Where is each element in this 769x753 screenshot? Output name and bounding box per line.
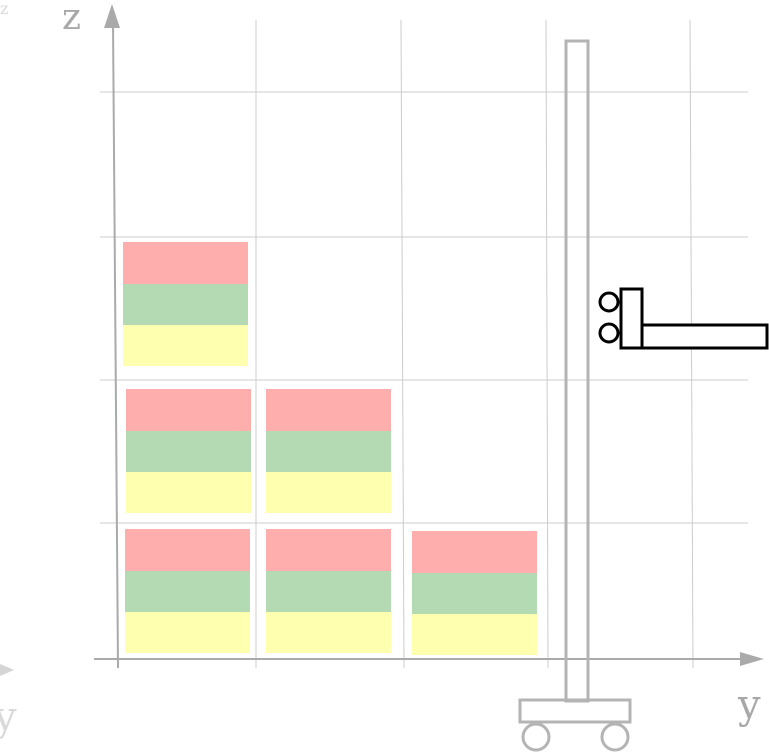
crate-band-middle [125,571,250,612]
box-stack [123,242,537,655]
z-axis-label: z [62,0,81,38]
y-axis-label: y [737,682,761,728]
crate-band-bottom [123,325,248,366]
crate-band-top [412,531,537,573]
base-wheel-right [600,722,630,752]
mast-column [564,39,590,703]
crate-band-middle [266,571,391,612]
faint-axis-arrow [0,664,14,676]
crate-band-top [125,529,250,571]
fork-carriage [598,287,769,350]
fork-tine [640,323,769,350]
grid-line-v2 [400,19,405,669]
grid [100,19,748,669]
crate-band-bottom [266,472,391,513]
carriage-roller-bottom [598,322,620,344]
mast-base [518,698,632,724]
z-axis-arrow [104,4,120,28]
y-axis-arrow [740,652,764,666]
faint-z-label: z [0,0,8,18]
crate-band-middle [266,431,391,472]
crate-bottom-row-2 [266,529,391,653]
faint-y-label: y [0,694,17,740]
fork-carriage-plate [619,287,644,350]
crate-band-bottom [125,612,250,653]
axes [0,4,764,676]
z-axis-line [112,21,119,669]
crate-band-bottom [126,472,251,513]
crate-middle-row-1 [126,389,251,513]
crate-band-bottom [412,614,537,655]
crate-band-top [266,529,391,571]
crate-band-middle [412,573,537,614]
crate-band-top [123,242,248,284]
crate-band-middle [126,431,251,472]
crate-band-bottom [266,612,391,653]
crate-top-row-1 [123,242,248,366]
carriage-roller-top [598,291,620,313]
crate-middle-row-2 [266,389,391,513]
crate-band-middle [123,284,248,325]
lift-mast [518,39,632,752]
crate-bottom-row-1 [125,529,250,653]
base-wheel-left [521,722,551,752]
crate-band-top [266,389,391,431]
crate-bottom-row-3 [412,531,537,655]
crate-band-top [126,389,251,431]
grid-line-v3 [545,19,549,669]
